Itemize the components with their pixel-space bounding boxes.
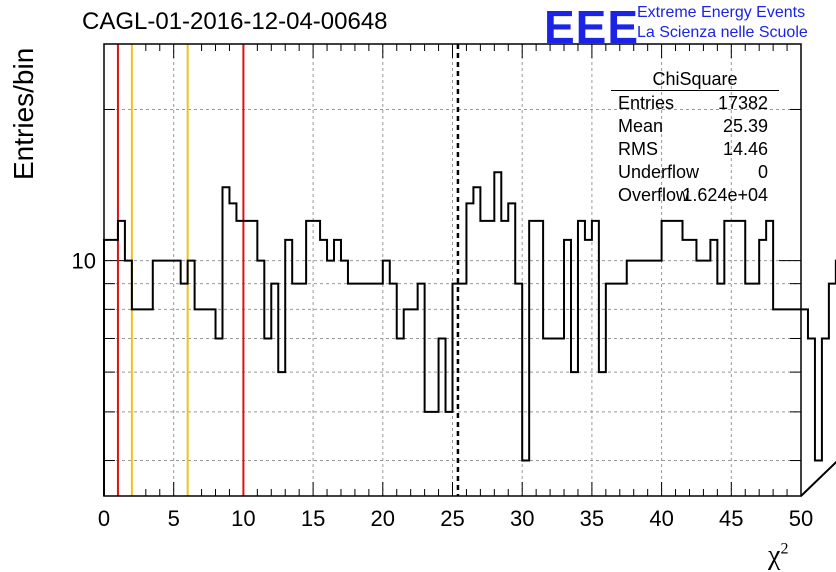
x-tick-label: 50: [789, 506, 813, 531]
x-tick-label: 45: [719, 506, 743, 531]
x-axis-label-sup: 2: [780, 540, 789, 558]
stats-row-entries: Entries 17382: [609, 92, 779, 115]
stats-value: 17382: [717, 93, 768, 113]
stats-value: 0: [757, 162, 768, 182]
y-tick-label: 10: [72, 249, 96, 274]
x-tick-label: 40: [649, 506, 673, 531]
stats-label: RMS: [618, 139, 658, 159]
histogram-line: [103, 171, 836, 497]
x-tick-label: 15: [301, 506, 325, 531]
stats-value: 25.39: [722, 116, 768, 136]
stats-label: Mean: [618, 116, 664, 136]
plot-frame: [103, 43, 802, 497]
stats-label: Overflow: [618, 185, 690, 205]
x-axis-label: χ2: [768, 540, 788, 572]
stats-row-underflow: Underflow 0: [609, 161, 779, 184]
stats-value: 14.46: [722, 139, 768, 159]
x-tick-label: 30: [510, 506, 534, 531]
y-axis-label: Entries/bin: [8, 47, 39, 180]
logo-line-2: La Scienza nelle Scuole: [637, 24, 808, 41]
logo-line-1: Extreme Energy Events: [637, 4, 806, 21]
x-tick-label: 10: [231, 506, 255, 531]
x-axis-label-base: χ: [768, 540, 781, 571]
stats-row-mean: Mean 25.39: [609, 115, 779, 138]
stats-row-rms: RMS 14.46: [609, 138, 779, 161]
stats-box: ChiSquare Entries 17382 Mean 25.39 RMS 1…: [609, 68, 779, 207]
stats-title: ChiSquare: [611, 68, 779, 91]
stats-label: Entries: [618, 93, 675, 113]
eee-logo: EEE: [544, 1, 640, 53]
stats-label: Underflow: [618, 162, 700, 182]
x-tick-label: 35: [580, 506, 604, 531]
chart-title: CAGL-01-2016-12-04-00648: [82, 8, 388, 35]
stats-row-overflow: Overflow 1.624e+04: [609, 184, 779, 207]
x-tick-label: 0: [98, 506, 110, 531]
x-tick-label: 20: [371, 506, 395, 531]
x-tick-label: 25: [440, 506, 464, 531]
x-tick-label: 5: [168, 506, 180, 531]
stats-value: 1.624e+04: [682, 185, 768, 205]
